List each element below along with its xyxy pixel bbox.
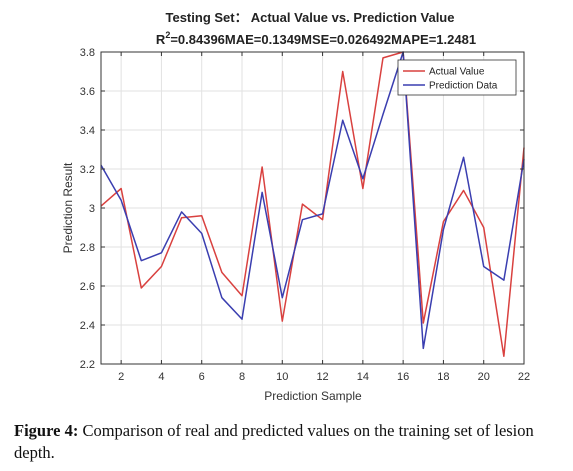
caption-text: Comparison of real and predicted values … (14, 421, 534, 462)
x-tick-label: 8 (239, 371, 245, 383)
y-tick-label: 3.8 (80, 47, 95, 59)
x-tick-label: 10 (276, 371, 288, 383)
plot-area: 2 4 6 8 10 12 14 16 18 20 22 2.2 2.4 2.6 2.8 3 3.2 3.4 3.6… (80, 47, 530, 383)
legend-label-actual: Actual Value (429, 67, 485, 78)
y-tick-label: 3.2 (80, 164, 95, 176)
y-tick-label: 2.4 (80, 320, 95, 332)
chart-subtitle: R2=0.84396MAE=0.1349MSE=0.026492MAPE=1.2… (156, 30, 476, 47)
series-line-actual (100, 51, 525, 357)
x-tick-label: 16 (397, 371, 409, 383)
chart-title: Testing Set： Actual Value vs. Prediction… (166, 10, 455, 25)
caption-label: Figure 4: (14, 421, 79, 440)
x-tick-label: 18 (437, 371, 449, 383)
chart: Testing Set： Actual Value vs. Prediction… (61, 10, 530, 403)
y-tick-label: 3.6 (80, 86, 95, 98)
y-tick-label: 3 (89, 203, 95, 215)
x-tick-label: 2 (118, 371, 124, 383)
r2-superscript: 2 (165, 30, 170, 40)
x-tick-label: 4 (158, 371, 164, 383)
y-tick-label: 2.8 (80, 242, 95, 254)
legend-label-prediction: Prediction Data (429, 81, 498, 92)
x-axis-label: Prediction Sample (264, 389, 362, 403)
x-tick-label: 6 (199, 371, 205, 383)
r2-label: R (156, 32, 166, 47)
x-tick-label: 20 (478, 371, 490, 383)
y-tick-label: 3.4 (80, 125, 95, 137)
metrics-text: =0.84396MAE=0.1349MSE=0.026492MAPE=1.248… (170, 32, 476, 47)
figure-caption: Figure 4: Comparison of real and predict… (14, 420, 562, 464)
x-tick-label: 12 (316, 371, 328, 383)
series-line-prediction (100, 51, 525, 350)
x-tick-label: 14 (357, 371, 369, 383)
y-axis-label: Prediction Result (61, 162, 75, 253)
y-tick-label: 2.6 (80, 281, 95, 293)
x-tick-label: 22 (518, 371, 530, 383)
legend-box (397, 59, 517, 96)
y-tick-label: 2.2 (80, 359, 95, 371)
